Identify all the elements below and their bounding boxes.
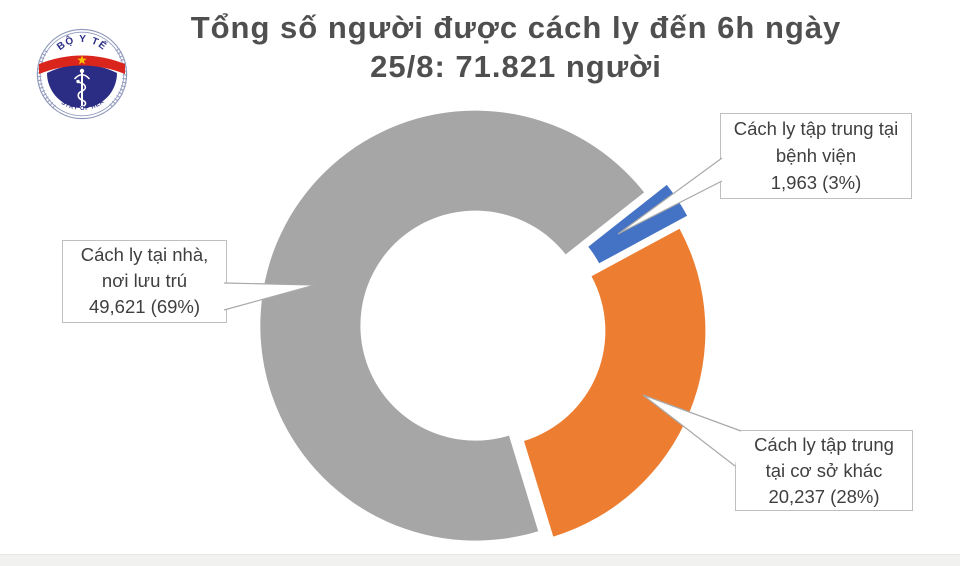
callout-line: Cách ly tập trung: [754, 434, 894, 455]
slice-home: [260, 110, 645, 541]
staff-snake: [77, 81, 87, 108]
callout-line: Cách ly tập trung tại: [733, 118, 899, 139]
chart-title: Tổng số người được cách ly đến 6h ngày 2…: [126, 8, 906, 86]
logo-top-text: BỘ Y TẾ: [55, 33, 110, 53]
logo-top-text-content: BỘ Y TẾ: [55, 33, 109, 53]
callout-line: tại cơ sở khác: [765, 460, 883, 481]
asclepius-staff-icon: [73, 68, 91, 110]
callout-hospital-quarantine: Cách ly tập trung tại bệnh viện 1,963 (3…: [720, 113, 912, 199]
callout-line: 49,621 (69%): [88, 296, 201, 317]
slide-edge-band: [0, 554, 960, 566]
callout-line: nơi lưu trú: [101, 270, 188, 291]
logo-flag-band: [39, 55, 125, 74]
chart-title-line-2: 25/8: 71.821 người: [370, 49, 662, 84]
callout-home-quarantine: Cách ly tại nhà, nơi lưu trú 49,621 (69%…: [62, 240, 227, 323]
snake-head: [76, 79, 80, 84]
callout-line: bệnh viện: [775, 145, 857, 166]
callout-line: 20,237 (28%): [768, 486, 880, 507]
callout-line: 1,963 (3%): [770, 172, 862, 193]
callout-other-facility-quarantine: Cách ly tập trung tại cơ sở khác 20,237 …: [735, 430, 913, 511]
ministry-of-health-logo: BỘ Y TẾ MINISTRY OF HEALTH: [34, 26, 128, 120]
logo-inner-ring: [39, 31, 125, 117]
star-icon: [77, 55, 87, 65]
chart-title-line-1: Tổng số người được cách ly đến 6h ngày: [190, 10, 842, 45]
slice-other: [524, 228, 706, 537]
callout-line: Cách ly tại nhà,: [80, 244, 209, 265]
